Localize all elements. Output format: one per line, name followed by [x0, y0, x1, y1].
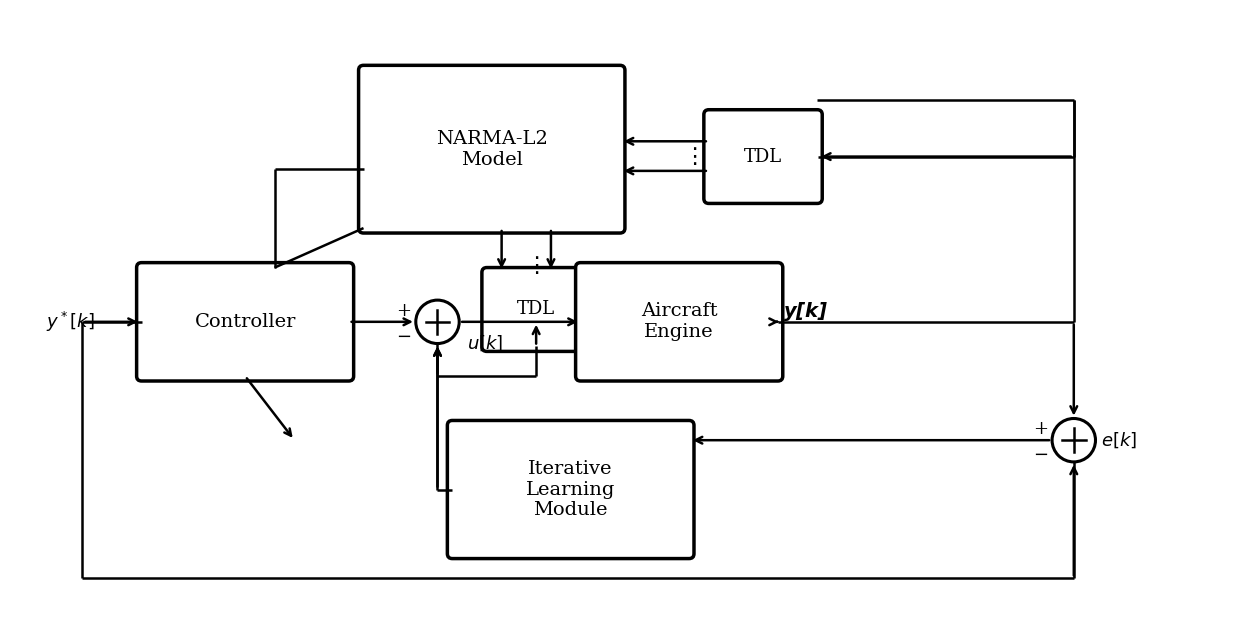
FancyBboxPatch shape	[136, 263, 353, 381]
Text: Controller: Controller	[195, 313, 296, 331]
Text: TDL: TDL	[517, 300, 556, 318]
Text: Aircraft
Engine: Aircraft Engine	[641, 302, 718, 341]
FancyBboxPatch shape	[448, 420, 694, 558]
Text: +: +	[397, 302, 412, 320]
Text: $y^*[k]$: $y^*[k]$	[46, 310, 94, 334]
FancyBboxPatch shape	[482, 268, 590, 352]
Text: ⋮: ⋮	[683, 147, 706, 167]
FancyBboxPatch shape	[575, 263, 782, 381]
Text: $u[k]$: $u[k]$	[467, 334, 503, 354]
Text: TDL: TDL	[744, 147, 782, 165]
Text: +: +	[1033, 420, 1048, 438]
Circle shape	[1052, 418, 1095, 462]
Text: ⋮: ⋮	[525, 255, 547, 276]
Circle shape	[415, 300, 459, 344]
Text: Iterative
Learning
Module: Iterative Learning Module	[526, 460, 615, 520]
Text: $e[k]$: $e[k]$	[1101, 431, 1137, 450]
Text: NARMA-L2
Model: NARMA-L2 Model	[435, 130, 548, 168]
Text: $\bfit{y}[k]$: $\bfit{y}[k]$	[782, 300, 828, 323]
FancyBboxPatch shape	[358, 65, 625, 233]
Text: −: −	[397, 328, 412, 346]
FancyBboxPatch shape	[704, 110, 822, 204]
Text: −: −	[1033, 446, 1048, 465]
